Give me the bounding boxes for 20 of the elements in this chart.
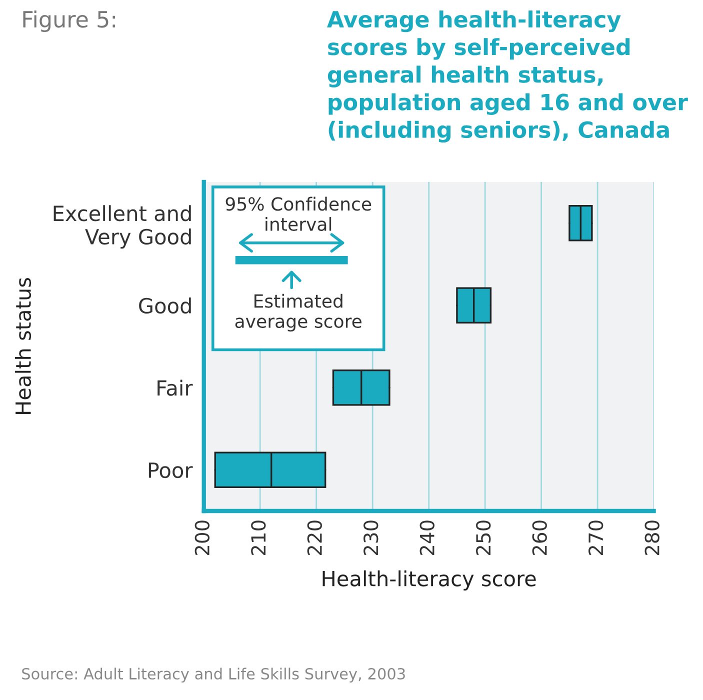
y-tick-label: Good <box>139 297 191 314</box>
x-tick-label: 230 <box>364 520 378 556</box>
x-tick-label: 220 <box>307 520 322 556</box>
x-tick-label: 240 <box>420 520 434 556</box>
x-tick-label: 260 <box>532 520 547 556</box>
caption: Figure 5: <box>23 10 116 32</box>
x-tick-label: 270 <box>588 520 604 556</box>
x-tick-label: 250 <box>476 520 491 556</box>
x-tick-label: 200 <box>194 520 210 556</box>
x-tick-label: 280 <box>644 520 660 556</box>
y-axis-title: Health status <box>14 278 32 414</box>
y-tick-label: Excellent and Very Good <box>54 205 191 249</box>
y-tick-label: Fair <box>158 380 193 396</box>
source-note: Source: Adult Literacy and Life Skills Survey, 2003 <box>22 668 405 682</box>
x-tick-label: 210 <box>251 520 266 556</box>
annotation: 95% Confidence interval <box>226 196 372 231</box>
chart-title: Average health-literacy scores by self-perceived general health status, population aged 16 and over (including seniors), Canada <box>327 10 688 143</box>
x-axis-title: Health-literacy score <box>322 570 536 590</box>
y-tick-label: Poor <box>148 462 193 478</box>
annotation: Estimated average score <box>235 294 362 332</box>
